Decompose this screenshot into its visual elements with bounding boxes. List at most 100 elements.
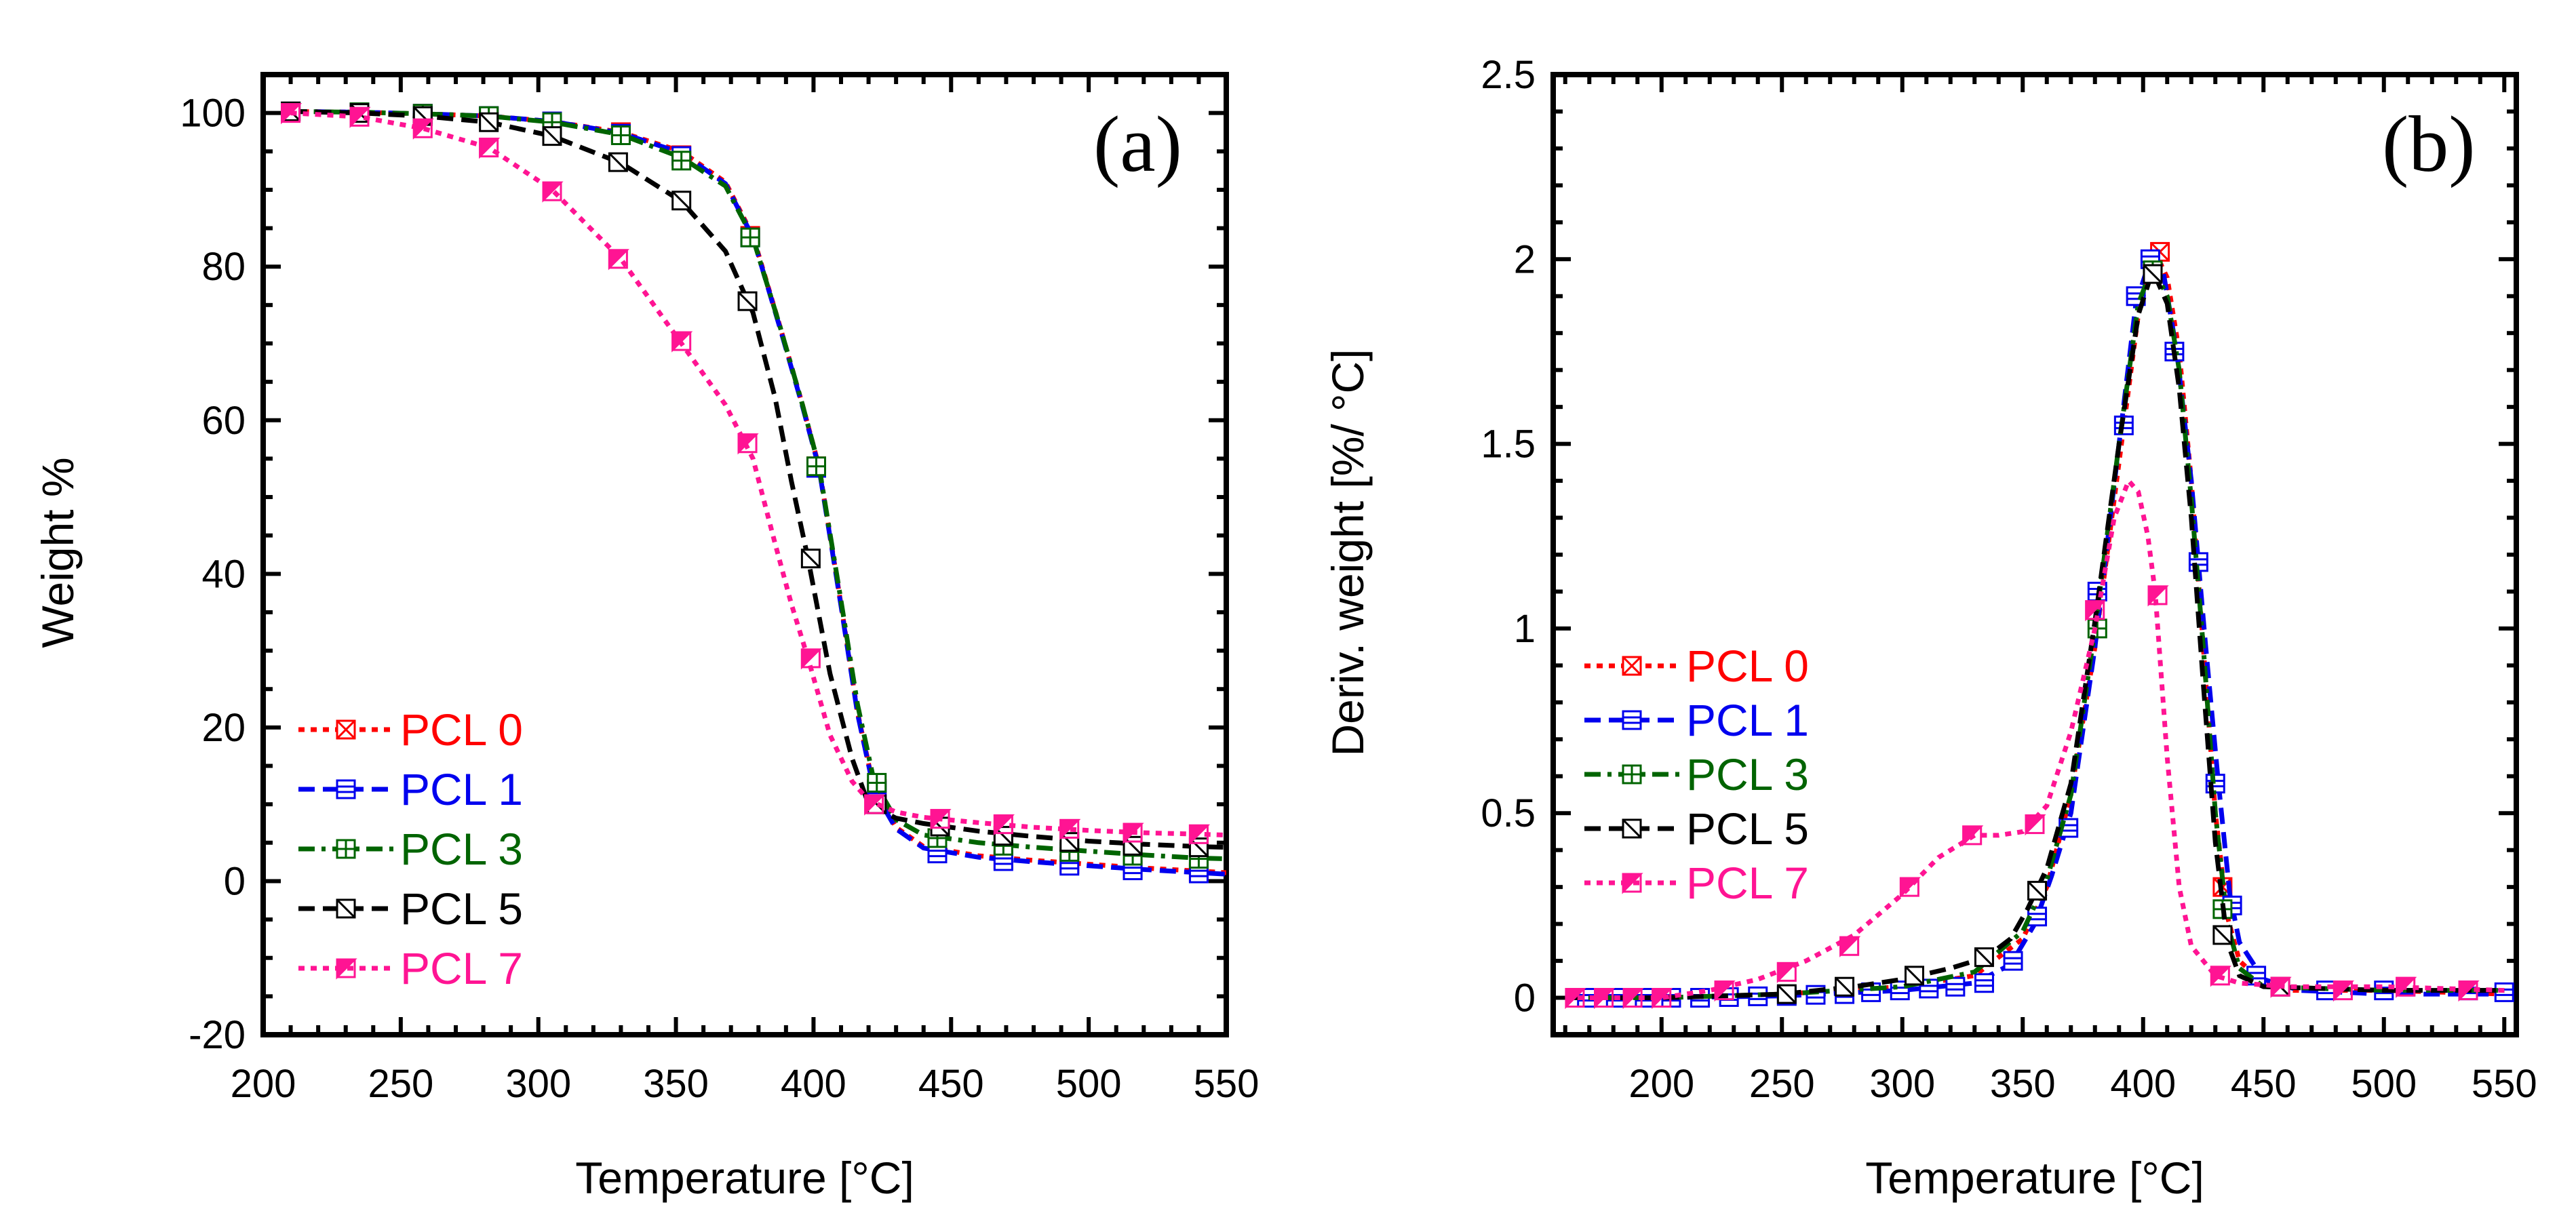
- data-point-marker: [608, 249, 629, 271]
- x-tick-label: 300: [1869, 1062, 1935, 1106]
- data-point-marker: [1059, 818, 1081, 841]
- data-point-marker: [542, 126, 562, 146]
- data-point-marker: [608, 152, 628, 172]
- panel-label-b: (b): [2382, 100, 2476, 189]
- data-point-marker: [1123, 835, 1143, 856]
- series-group-a: [281, 101, 1226, 884]
- legend-marker: [336, 839, 356, 859]
- axis-ticks-a: [261, 73, 1228, 1037]
- data-point-marker: [993, 814, 1015, 836]
- legend-label: PCL 5: [400, 884, 523, 934]
- data-point-marker: [1594, 988, 1616, 1010]
- y-tick-label: -20: [189, 1013, 246, 1057]
- data-point-marker: [2333, 980, 2355, 1002]
- legend-label: PCL 3: [400, 824, 523, 874]
- data-point-marker: [1974, 947, 1994, 968]
- legend-item: PCL 7: [298, 943, 523, 993]
- x-tick-labels-b: 200 250 300 350 400 450 500 550: [1628, 1062, 2537, 1106]
- legend-item: PCL 3: [298, 824, 523, 874]
- x-tick-label: 250: [1749, 1062, 1815, 1106]
- x-tick-label: 450: [2231, 1062, 2297, 1106]
- data-point-marker: [542, 181, 564, 203]
- data-point-marker: [671, 191, 692, 211]
- data-point-marker: [740, 227, 760, 247]
- data-point-marker: [1974, 973, 1994, 993]
- x-tick-label: 550: [1194, 1062, 1260, 1106]
- data-point-marker: [867, 772, 887, 793]
- y-tick-label: 0: [224, 859, 246, 903]
- series-line: [290, 108, 1226, 875]
- data-point-marker: [2003, 951, 2023, 971]
- series-line: [290, 108, 1226, 877]
- x-tick-label: 450: [918, 1062, 984, 1106]
- y-tick-label: 1: [1514, 607, 1536, 651]
- data-point-marker: [1776, 984, 1797, 1004]
- legend-item: PCL 1: [298, 764, 523, 814]
- panel-b: 200 250 300 350 400 450 500 550 0 0.5 1 1.5 2 2.5 (b…: [1323, 53, 2537, 1203]
- data-point-marker: [993, 826, 1013, 846]
- y-tick-label: 2.5: [1481, 53, 1536, 97]
- x-tick-label: 350: [643, 1062, 709, 1106]
- y-tick-label: 100: [180, 92, 246, 136]
- legend-label: PCL 0: [400, 705, 523, 755]
- data-point-marker: [671, 331, 693, 353]
- panel-label-a: (a): [1093, 100, 1182, 189]
- y-axis-title-b: Deriv. weight [%/ °C]: [1323, 349, 1373, 757]
- data-point-marker: [610, 125, 631, 145]
- y-axis-title-a: Weight %: [33, 457, 83, 648]
- data-point-marker: [1905, 966, 1924, 986]
- data-point-marker: [2458, 980, 2480, 1002]
- x-tick-label: 350: [1990, 1062, 2056, 1106]
- panel-a: 200 250 300 350 400 450 500 550 -20 0 20 40 60 80 100…: [33, 72, 1260, 1203]
- legend-item: PCL 5: [1584, 804, 1809, 854]
- data-point-marker: [349, 106, 371, 128]
- data-point-marker: [1839, 936, 1861, 957]
- data-point-marker: [1714, 980, 1736, 1002]
- legend-marker: [336, 898, 356, 919]
- data-point-marker: [737, 433, 759, 455]
- plot-frame-a: [260, 72, 1229, 1037]
- y-tick-labels-a: -20 0 20 40 60 80 100: [180, 92, 246, 1057]
- y-tick-label: 0.5: [1481, 791, 1536, 835]
- y-tick-label: 60: [201, 399, 246, 443]
- data-point-marker: [2210, 966, 2231, 987]
- data-point-marker: [1835, 976, 1855, 997]
- legend-marker: [1622, 764, 1642, 785]
- y-tick-label: 80: [201, 245, 246, 289]
- legend-label: PCL 1: [400, 764, 523, 814]
- series-line: [1565, 476, 2505, 1000]
- data-point-marker: [2027, 881, 2048, 901]
- data-point-marker: [737, 291, 758, 311]
- data-point-marker: [1962, 825, 1984, 847]
- data-point-marker: [800, 549, 821, 569]
- x-tick-label: 400: [781, 1062, 846, 1106]
- data-point-marker: [2212, 925, 2233, 945]
- y-tick-label: 1.5: [1481, 422, 1536, 467]
- data-point-marker: [2143, 264, 2163, 284]
- data-point-marker: [281, 103, 303, 125]
- x-tick-label: 500: [1056, 1062, 1122, 1106]
- data-point-marker: [671, 151, 692, 171]
- data-point-marker: [800, 648, 822, 670]
- data-point-marker: [2270, 976, 2292, 998]
- data-point-marker: [2027, 907, 2048, 927]
- data-point-marker: [930, 809, 952, 831]
- legend-item: PCL 0: [298, 705, 523, 755]
- legend-marker: [1622, 873, 1643, 894]
- data-point-marker: [2396, 976, 2417, 998]
- data-point-marker: [2147, 585, 2169, 607]
- y-tick-label: 0: [1514, 976, 1536, 1020]
- legend-marker: [1622, 818, 1642, 839]
- legend-item: PCL 1: [1584, 695, 1809, 745]
- legend-marker: [336, 958, 357, 980]
- legend-label: PCL 7: [400, 943, 523, 993]
- data-point-marker: [1652, 988, 1673, 1010]
- legend-marker: [1622, 710, 1642, 730]
- legend-a: PCL 0 PCL 1 PCL 3 PCL 5 PCL 7: [298, 705, 523, 993]
- legend-item: PCL 7: [1584, 858, 1809, 908]
- data-point-marker: [1622, 988, 1644, 1010]
- data-point-marker: [479, 112, 499, 132]
- y-tick-label: 2: [1514, 237, 1536, 281]
